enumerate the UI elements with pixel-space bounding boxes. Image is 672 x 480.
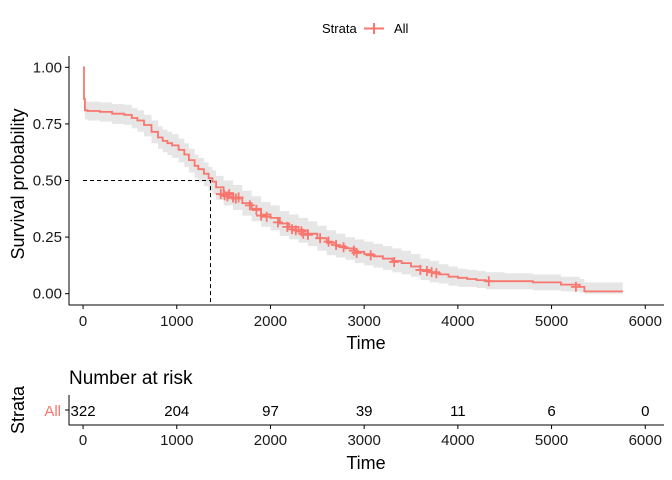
censor-marks	[215, 189, 581, 292]
censor-mark	[431, 268, 442, 279]
risk-x-ticks: 0 1000 2000 3000 4000 5000 6000	[79, 425, 662, 449]
legend: Strata All	[322, 21, 409, 36]
censor-mark	[298, 228, 309, 239]
censor-mark	[233, 192, 244, 203]
censor-mark	[251, 204, 262, 215]
risk-x-axis-title: Time	[346, 453, 385, 473]
legend-title: Strata	[322, 21, 357, 36]
risk-value: 0	[641, 403, 649, 420]
survival-plot: 0.00 0.25 0.50 0.75 1.00 0 1000 2000 3000 4000 50…	[8, 56, 664, 353]
risk-x-tick-label: 0	[79, 432, 87, 449]
risk-x-tick-label: 2000	[254, 432, 287, 449]
censor-mark	[315, 233, 326, 244]
censor-mark	[365, 250, 376, 261]
censor-mark	[570, 281, 581, 292]
risk-values: 322 204 97 39 11 6 0	[71, 403, 650, 420]
y-tick-label: 1.00	[33, 59, 62, 76]
y-tick-label: 0.25	[33, 229, 62, 246]
x-tick-label: 6000	[629, 313, 662, 330]
risk-x-tick-label: 1000	[160, 432, 193, 449]
risk-value: 97	[262, 403, 279, 420]
risk-value: 11	[450, 403, 466, 420]
x-ticks: 0 1000 2000 3000 4000 5000 6000	[79, 305, 662, 330]
x-tick-label: 1000	[160, 313, 193, 330]
risk-x-tick-label: 6000	[629, 432, 662, 449]
survival-curve-all	[83, 66, 623, 293]
risk-value: 204	[164, 403, 189, 420]
x-tick-label: 5000	[535, 313, 568, 330]
y-tick-label: 0.50	[33, 173, 62, 190]
risk-x-tick-label: 5000	[535, 432, 568, 449]
median-survival-line	[83, 180, 211, 305]
x-tick-label: 3000	[347, 313, 380, 330]
x-axis-title: Time	[346, 333, 385, 353]
censor-mark	[426, 267, 437, 278]
censor-mark	[323, 236, 334, 247]
censor-mark	[351, 247, 362, 258]
y-tick-label: 0.75	[33, 116, 62, 133]
x-tick-label: 2000	[254, 313, 287, 330]
censor-mark	[244, 200, 255, 211]
censor-mark	[483, 276, 494, 287]
censor-mark	[389, 256, 400, 267]
censor-mark	[256, 210, 267, 221]
risk-value: 6	[547, 403, 555, 420]
risk-x-tick-label: 4000	[441, 432, 474, 449]
x-tick-label: 4000	[441, 313, 474, 330]
y-ticks: 0.00 0.25 0.50 0.75 1.00	[33, 59, 69, 303]
legend-entry-all: All	[394, 21, 409, 36]
censor-mark	[421, 266, 432, 277]
risk-table-title: Number at risk	[69, 368, 193, 389]
risk-x-tick-label: 3000	[347, 432, 380, 449]
risk-value: 39	[356, 403, 373, 420]
risk-y-axis-title: Strata	[8, 385, 28, 434]
x-tick-label: 0	[79, 313, 87, 330]
censor-mark	[282, 221, 293, 232]
y-tick-label: 0.00	[33, 286, 62, 303]
risk-value: 322	[71, 403, 96, 420]
censor-mark	[302, 229, 313, 240]
censor-mark	[296, 226, 307, 237]
censor-mark	[338, 242, 349, 253]
risk-row-label-all: All	[44, 403, 61, 420]
censor-mark	[290, 225, 301, 236]
legend-key-cross	[368, 23, 380, 34]
censor-mark	[415, 264, 426, 275]
y-axis-title: Survival probability	[8, 108, 28, 259]
censor-mark	[261, 211, 272, 222]
censor-mark	[222, 191, 233, 202]
risk-table: Number at risk All 322 204 97 39 11 6 0 0 1000 2…	[8, 368, 664, 473]
censor-mark	[331, 240, 342, 251]
censor-mark	[272, 217, 283, 228]
